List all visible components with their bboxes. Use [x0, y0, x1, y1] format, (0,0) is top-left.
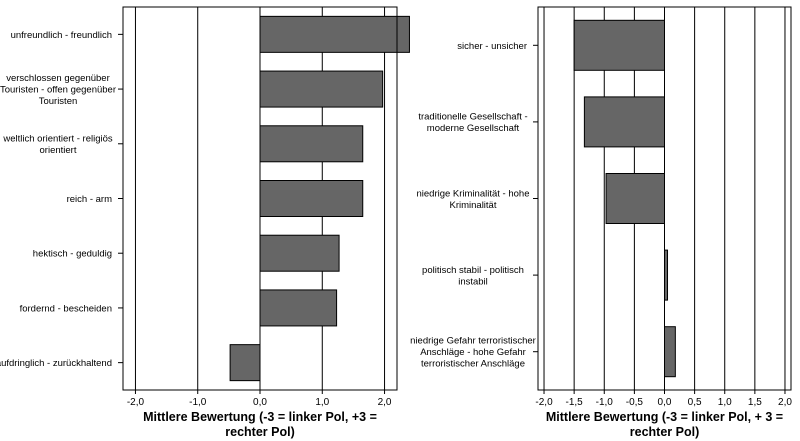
- category-label-line: Touristen: [39, 96, 78, 107]
- bar: [573, 19, 666, 71]
- x-axis-title: Mittlere Bewertung (-3 = linker Pol, +3 …: [143, 410, 377, 439]
- category-label: sicher - unsicher: [457, 41, 527, 52]
- category-label-line: moderne Gesellschaft: [427, 123, 520, 134]
- category-label-line: fordernd - bescheiden: [20, 303, 112, 314]
- category-label-line: traditionelle Gesellschaft -: [418, 112, 527, 123]
- category-label-line: unfreundlich - freundlich: [11, 30, 112, 41]
- category-label: traditionelle Gesellschaft -moderne Gese…: [418, 112, 527, 134]
- category-label-line: hektisch - geduldig: [33, 249, 112, 260]
- bar: [605, 173, 665, 224]
- category-label-line: terroristischer Anschläge: [421, 359, 525, 370]
- category-label: reich - arm: [67, 194, 112, 205]
- x-axis-title: Mittlere Bewertung (-3 = linker Pol, + 3…: [546, 410, 783, 439]
- x-axis-title-line: Mittlere Bewertung (-3 = linker Pol, + 3…: [546, 410, 783, 424]
- x-tick-label: 0,0: [253, 397, 267, 408]
- x-tick-label: -1,0: [596, 397, 614, 408]
- bar: [229, 344, 261, 382]
- category-label-line: instabil: [458, 276, 488, 287]
- category-label: fordernd - bescheiden: [20, 303, 112, 314]
- chart-right: sicher - unsicher traditionelle Gesellsch…: [410, 6, 792, 439]
- category-label: verschlossen gegenüber Touristen - offen …: [0, 73, 116, 107]
- bar: [259, 289, 338, 327]
- category-label: politisch stabil - politisch instabil: [422, 265, 524, 288]
- x-tick-label: -1,0: [189, 397, 207, 408]
- category-label: unfreundlich - freundlich: [11, 30, 112, 41]
- x-tick-label: 1,0: [718, 397, 732, 408]
- bar: [259, 180, 364, 217]
- bar: [664, 249, 669, 301]
- x-tick-label: -0,5: [626, 397, 644, 408]
- category-label-line: Kriminalität: [450, 200, 497, 211]
- category-label-line: niedrige Kriminalität - hohe: [416, 188, 529, 199]
- category-label: weltlich orientiert - religiös orientiert: [2, 134, 113, 157]
- chart-left: unfreundlich - freundlich verschlossen ge…: [0, 6, 410, 439]
- x-axis-title-line: rechter Pol): [630, 425, 699, 439]
- category-label: niedrige Kriminalität - hohe Kriminalität: [416, 188, 529, 211]
- x-tick-label: 1,0: [315, 397, 329, 408]
- category-label-line: reich - arm: [67, 194, 112, 205]
- category-label-line: Touristen - offen gegenüber: [0, 85, 116, 96]
- category-label: niedrige Gefahr terroristischer Anschläge…: [410, 336, 536, 370]
- bar: [259, 125, 364, 163]
- bar: [259, 70, 384, 108]
- category-label-line: orientiert: [40, 145, 77, 156]
- bar: [583, 96, 666, 148]
- x-tick-label: 1,5: [748, 397, 762, 408]
- category-label-line: niedrige Gefahr terroristischer: [410, 336, 536, 347]
- x-tick-label: 0,5: [688, 397, 702, 408]
- category-label-line: politisch stabil - politisch: [422, 265, 524, 276]
- category-label-line: Anschläge - hohe Gefahr: [420, 347, 526, 358]
- x-tick-label: 0,0: [658, 397, 672, 408]
- x-axis-title-line: rechter Pol): [225, 425, 294, 439]
- category-label-line: verschlossen gegenüber: [6, 73, 110, 84]
- x-tick-label: 2,0: [378, 397, 392, 408]
- bar: [664, 326, 676, 378]
- x-tick-label: -2,0: [127, 397, 145, 408]
- x-tick-label: 2,0: [778, 397, 792, 408]
- x-tick-label: -2,0: [535, 397, 553, 408]
- x-tick-label: -1,5: [566, 397, 584, 408]
- bar: [259, 234, 340, 272]
- category-label-line: weltlich orientiert - religiös: [2, 134, 113, 145]
- x-axis-title-line: Mittlere Bewertung (-3 = linker Pol, +3 …: [143, 410, 377, 424]
- category-label-line: sicher - unsicher: [457, 41, 527, 52]
- category-label: hektisch - geduldig: [33, 249, 112, 260]
- bar: [259, 15, 410, 53]
- category-label-line: aufdringlich - zurückhaltend: [0, 358, 112, 369]
- category-label: aufdringlich - zurückhaltend: [0, 358, 112, 369]
